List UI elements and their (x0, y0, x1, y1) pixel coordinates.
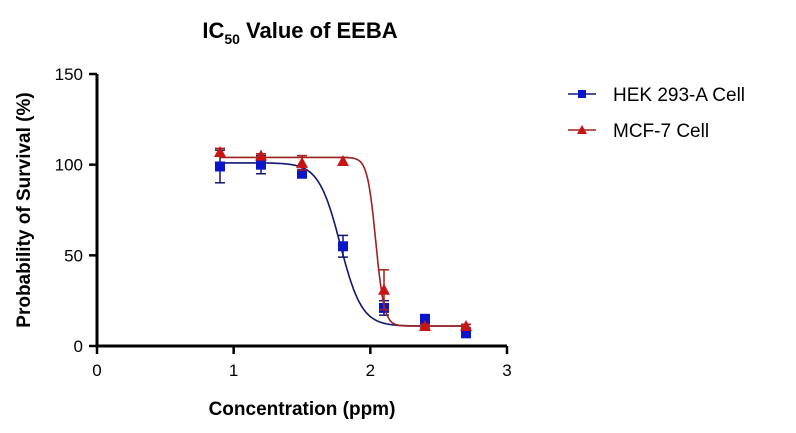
y-tick-label: 50 (64, 246, 83, 265)
x-tick-label: 2 (366, 361, 375, 380)
y-tick-label: 0 (74, 337, 83, 356)
data-point (215, 161, 225, 172)
data-point (338, 241, 348, 252)
x-tick-label: 0 (92, 361, 101, 380)
legend-marker-square-icon (578, 90, 586, 98)
legend: HEK 293-A Cell MCF-7 Cell (568, 85, 745, 142)
y-tick-label: 150 (55, 65, 83, 84)
series-2 (214, 145, 472, 332)
legend-marker-triangle-icon (577, 125, 587, 134)
series-1 (215, 149, 471, 339)
data-point (460, 320, 472, 332)
data-point (419, 320, 431, 332)
data-point (297, 168, 307, 179)
y-tick-label: 100 (55, 156, 83, 175)
data-point (420, 313, 430, 324)
x-tick-label: 3 (502, 361, 511, 380)
plot-area (214, 145, 472, 339)
x-tick-label: 1 (229, 361, 238, 380)
legend-label: MCF-7 Cell (613, 121, 709, 142)
data-point (461, 328, 471, 339)
data-point (214, 145, 226, 157)
y-axis-label: Probability of Survival (%) (14, 92, 35, 327)
data-point (256, 159, 266, 170)
x-axis-label: Concentration (ppm) (209, 399, 396, 420)
legend-label: HEK 293-A Cell (613, 85, 745, 106)
chart-title: IC50 Value of EEBA (202, 18, 397, 47)
data-point (337, 155, 349, 167)
data-point (296, 156, 308, 168)
data-point (255, 149, 267, 161)
axes: 0 1 2 3 0 50 100 150 (55, 65, 512, 380)
data-point (378, 283, 390, 295)
